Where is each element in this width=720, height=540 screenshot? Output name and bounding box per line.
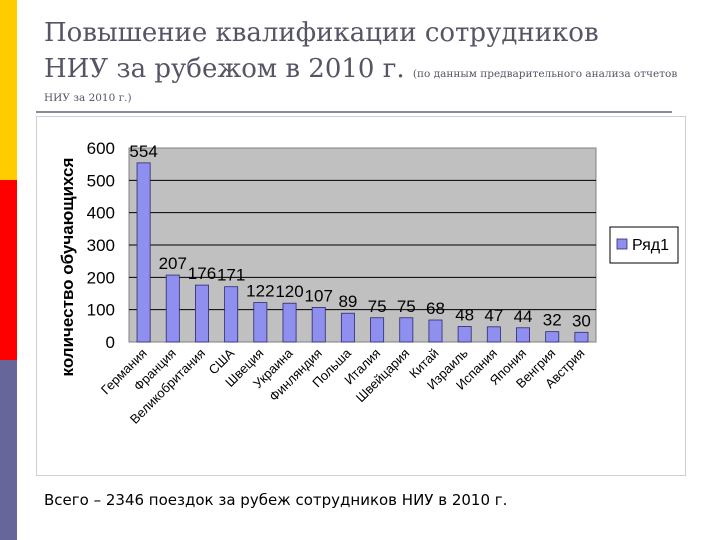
accent-stripe-red — [0, 180, 17, 360]
bar — [545, 331, 560, 343]
data-label: 207 — [159, 254, 187, 273]
title-line-1: Повышение квалификации сотрудников — [44, 18, 599, 48]
title-line-2: НИУ за рубежом в 2010 г. (по данным пред… — [44, 52, 704, 91]
y-tick-label: 400 — [87, 204, 115, 223]
slide-title: Повышение квалификации сотрудников НИУ з… — [44, 14, 704, 105]
data-label: 107 — [305, 286, 333, 305]
title-note-continued: НИУ за 2010 г.) — [44, 92, 132, 104]
bar — [457, 326, 472, 343]
bar — [428, 319, 443, 343]
data-label: 30 — [572, 311, 591, 330]
y-axis-title: количество обучающихся — [58, 158, 77, 377]
data-label: 89 — [338, 292, 357, 311]
title-note: (по данным предварительного анализа отче… — [412, 68, 678, 80]
chart-container: 0 100 200 300 400 500 600 554 Германия 207 Франция… — [36, 116, 686, 476]
bar — [370, 317, 385, 343]
data-label: 171 — [217, 266, 245, 285]
data-label: 44 — [514, 307, 533, 326]
bar — [224, 286, 239, 343]
y-tick-label: 200 — [87, 268, 115, 287]
bar — [340, 312, 355, 343]
y-tick-label: 100 — [87, 301, 115, 320]
y-tick-label: 0 — [106, 333, 115, 352]
legend: Ряд1 — [609, 226, 679, 264]
y-tick-label: 300 — [87, 236, 115, 255]
accent-stripe-slate — [0, 360, 17, 540]
title-line-2-text: НИУ за рубежом в 2010 г. — [44, 54, 405, 84]
y-tick-label: 600 — [87, 139, 115, 158]
bar — [136, 162, 151, 343]
data-label: 554 — [129, 142, 157, 161]
accent-stripe-yellow — [0, 0, 17, 180]
data-label: 48 — [455, 305, 474, 324]
bar — [486, 326, 501, 343]
bar — [282, 302, 297, 343]
y-tick-label: 500 — [87, 171, 115, 190]
data-label: 122 — [246, 282, 274, 301]
data-label: 75 — [397, 297, 416, 316]
data-label: 120 — [275, 282, 303, 301]
footer-total: Всего – 2346 поездок за рубеж сотруднико… — [44, 491, 508, 509]
bar — [516, 327, 530, 343]
legend-swatch — [616, 238, 628, 250]
data-label: 176 — [188, 264, 216, 283]
bar — [399, 317, 414, 343]
data-label: 68 — [426, 299, 445, 318]
bar — [311, 307, 326, 343]
legend-label: Ряд1 — [632, 237, 669, 254]
bar — [195, 284, 209, 343]
bar — [574, 331, 589, 343]
data-label: 75 — [368, 297, 387, 316]
bar — [253, 302, 268, 343]
bar — [165, 274, 180, 343]
data-label: 47 — [484, 306, 503, 325]
title-divider — [36, 111, 672, 113]
data-label: 32 — [543, 311, 562, 330]
